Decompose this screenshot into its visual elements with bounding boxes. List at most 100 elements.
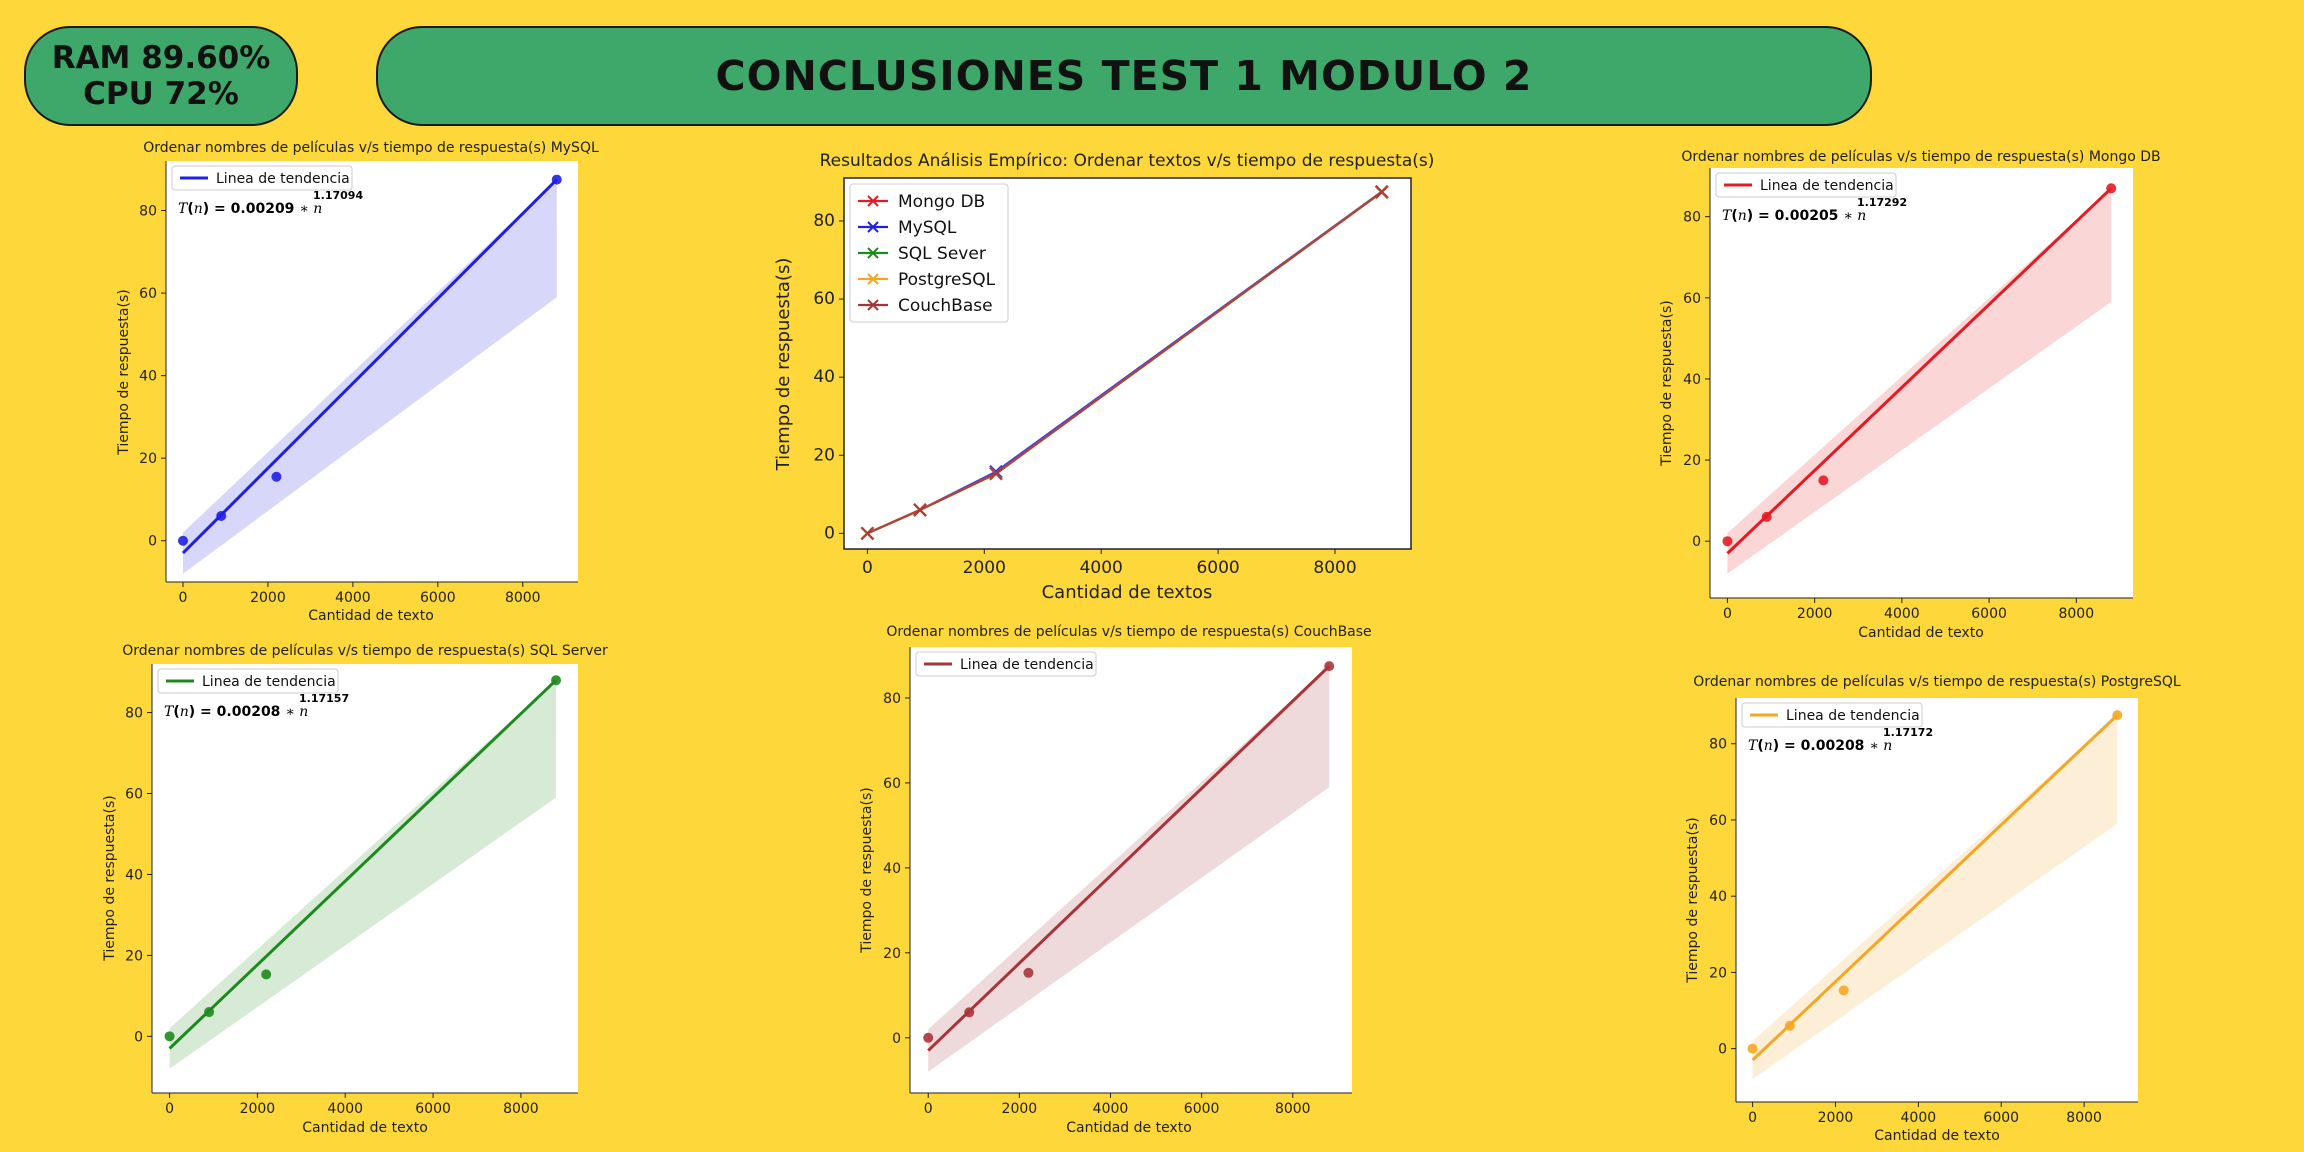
- y-tick-label: 40: [125, 867, 143, 883]
- plot-area: [1710, 168, 2133, 598]
- series-marker: [860, 526, 875, 541]
- y-tick-label: 0: [1692, 534, 1701, 550]
- chart-couchbase: Ordenar nombres de películas v/s tiempo …: [859, 624, 1372, 1136]
- y-tick-label: 0: [1718, 1042, 1727, 1058]
- chart-title: Ordenar nombres de películas v/s tiempo …: [122, 643, 608, 659]
- y-tick-label: 60: [1683, 291, 1701, 307]
- data-point: [1784, 1020, 1795, 1031]
- x-tick-label: 6000: [415, 1101, 451, 1117]
- x-tick-label: 2000: [963, 558, 1006, 578]
- trend-equation-exponent: 1.17094: [313, 189, 363, 202]
- ram-label: RAM 89.60%: [51, 40, 271, 76]
- x-tick-label: 4000: [327, 1101, 363, 1117]
- legend-marker: [867, 247, 879, 259]
- y-tick-label: 60: [883, 776, 901, 792]
- y-tick-label: 80: [139, 204, 157, 220]
- series-marker: [989, 466, 1003, 481]
- trend-line: [1751, 714, 2119, 1062]
- x-tick-label: 8000: [503, 1101, 539, 1117]
- legend-label: Linea de tendencia: [1760, 178, 1894, 194]
- data-point: [1818, 475, 1829, 486]
- legend-marker: [867, 299, 879, 311]
- legend-label: Linea de tendencia: [1786, 708, 1920, 724]
- y-axis-label: Tiempo de respuesta(s): [1685, 817, 1701, 983]
- y-tick-label: 40: [139, 369, 157, 385]
- y-tick-label: 0: [148, 534, 157, 550]
- trend-equation: T(n) = 0.00209 ∗ n: [178, 201, 322, 217]
- x-tick-label: 2000: [1002, 1101, 1038, 1117]
- x-tick-label: 2000: [1818, 1110, 1854, 1126]
- x-tick-label: 4000: [335, 590, 371, 606]
- data-point: [261, 969, 272, 980]
- y-tick-label: 0: [134, 1029, 143, 1045]
- x-tick-label: 6000: [1983, 1110, 2019, 1126]
- y-axis-label: Tiempo de respuesta(s): [102, 795, 118, 961]
- y-tick-label: 60: [813, 289, 835, 309]
- x-tick-label: 2000: [250, 590, 286, 606]
- y-axis-label: Tiempo de respuesta(s): [116, 289, 132, 455]
- legend-box: [171, 165, 353, 191]
- y-tick-label: 80: [1709, 737, 1727, 753]
- data-point: [1722, 536, 1733, 547]
- x-axis-label: Cantidad de texto: [1874, 1128, 2000, 1144]
- y-axis-label: Tiempo de respuesta(s): [1659, 300, 1675, 466]
- y-tick-label: 80: [1683, 210, 1701, 226]
- y-tick-label: 20: [139, 451, 157, 467]
- chart-title: Ordenar nombres de películas v/s tiempo …: [1681, 149, 2160, 165]
- x-tick-label: 8000: [505, 590, 541, 606]
- data-point: [204, 1007, 215, 1018]
- legend-box: [915, 651, 1097, 677]
- x-tick-label: 0: [179, 590, 188, 606]
- y-tick-label: 40: [1683, 372, 1701, 388]
- legend-label: Mongo DB: [898, 192, 985, 212]
- page-title-banner: CONCLUSIONES TEST 1 MODULO 2: [376, 26, 1872, 126]
- y-tick-label: 0: [824, 523, 835, 543]
- y-axis-label: Tiempo de respuesta(s): [859, 787, 875, 953]
- x-tick-label: 4000: [1093, 1101, 1129, 1117]
- y-tick-label: 40: [813, 367, 835, 387]
- y-tick-label: 80: [125, 706, 143, 722]
- y-tick-label: 20: [1683, 453, 1701, 469]
- x-tick-label: 8000: [2066, 1110, 2102, 1126]
- trend-line: [168, 679, 558, 1050]
- chart-postgresql: Ordenar nombres de películas v/s tiempo …: [1685, 674, 2181, 1144]
- legend-marker: [867, 273, 879, 285]
- legend-marker: [867, 195, 879, 207]
- y-tick-label: 60: [125, 787, 143, 803]
- x-tick-label: 6000: [1971, 606, 2007, 622]
- x-axis-label: Cantidad de texto: [1066, 1120, 1192, 1136]
- legend-label: Linea de tendencia: [960, 657, 1094, 673]
- plot-area: [166, 161, 578, 582]
- y-tick-label: 60: [139, 286, 157, 302]
- plot-area: [910, 647, 1352, 1093]
- trend-equation: T(n) = 0.00205 ∗ n: [1722, 208, 1866, 224]
- data-point: [1838, 985, 1849, 996]
- chart-mysql: Ordenar nombres de películas v/s tiempo …: [116, 140, 599, 624]
- chart-title: Ordenar nombres de películas v/s tiempo …: [886, 624, 1371, 640]
- y-tick-label: 20: [125, 948, 143, 964]
- data-point: [2112, 710, 2123, 721]
- legend-label: SQL Sever: [898, 244, 986, 264]
- y-tick-label: 60: [1709, 813, 1727, 829]
- x-tick-label: 8000: [1275, 1101, 1311, 1117]
- chart-title: Resultados Análisis Empírico: Ordenar te…: [820, 151, 1435, 171]
- data-point: [551, 174, 562, 185]
- trend-equation: T(n) = 0.00208 ∗ n: [164, 704, 308, 720]
- x-tick-label: 0: [924, 1101, 933, 1117]
- legend-label: CouchBase: [898, 296, 993, 316]
- x-tick-label: 6000: [1184, 1101, 1220, 1117]
- data-point: [164, 1031, 175, 1042]
- x-tick-label: 0: [165, 1101, 174, 1117]
- trend-equation-exponent: 1.17157: [299, 692, 349, 705]
- x-tick-label: 8000: [1313, 558, 1356, 578]
- legend-label: MySQL: [898, 218, 957, 238]
- x-tick-label: 0: [1723, 606, 1732, 622]
- data-point: [1023, 967, 1034, 978]
- series-marker: [1374, 185, 1389, 199]
- y-tick-label: 20: [813, 445, 835, 465]
- x-tick-label: 4000: [1884, 606, 1920, 622]
- y-tick-label: 40: [1709, 889, 1727, 905]
- legend-label: PostgreSQL: [898, 270, 996, 290]
- chart-title: Ordenar nombres de películas v/s tiempo …: [143, 140, 599, 156]
